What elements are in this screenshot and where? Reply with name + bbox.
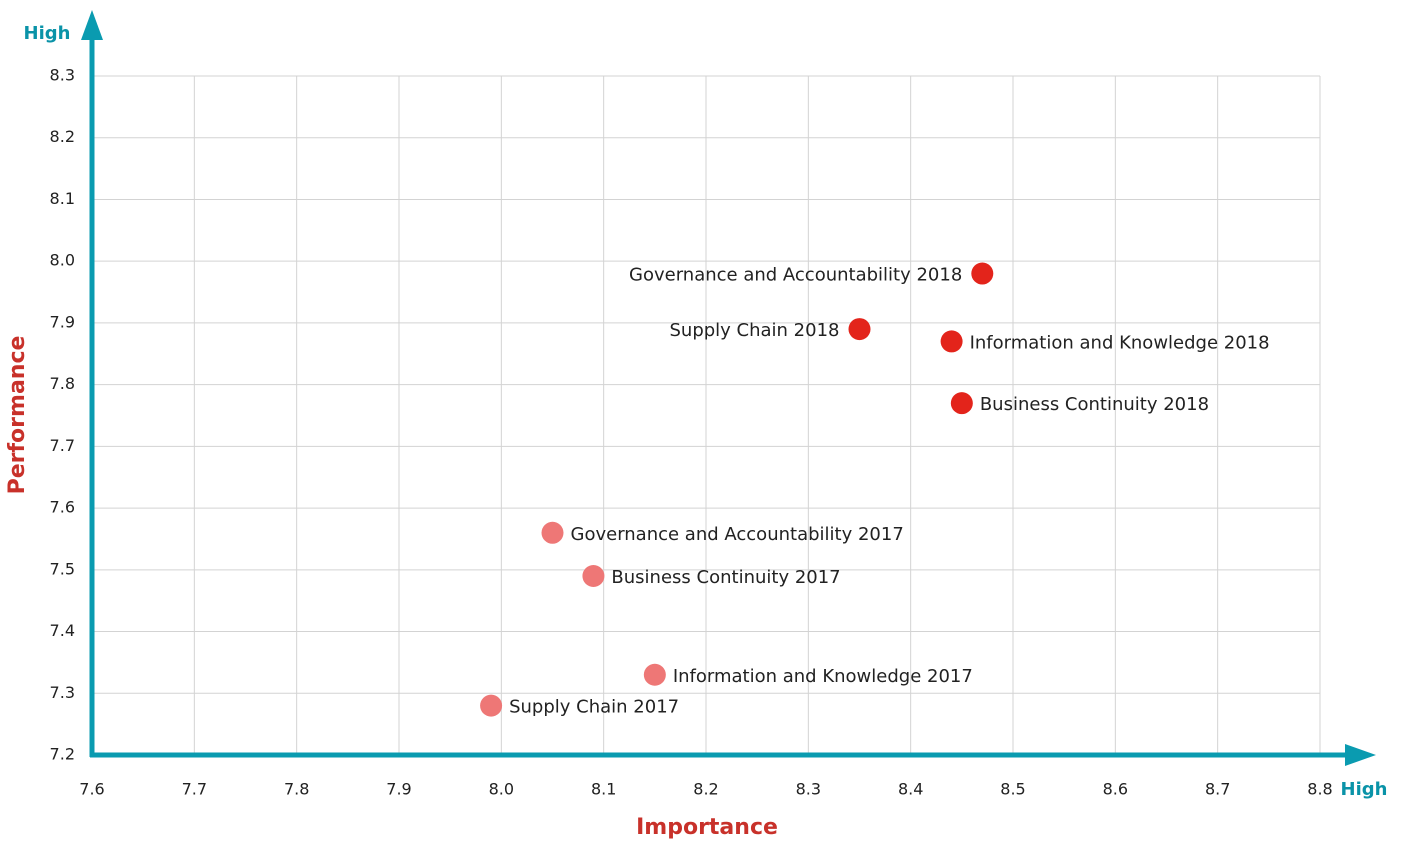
y-tick-label: 8.0	[50, 251, 75, 270]
x-tick-label: 8.6	[1103, 780, 1128, 799]
point-label: Supply Chain 2017	[509, 697, 679, 718]
y-tick-label: 8.3	[50, 66, 75, 85]
x-axis-title: Importance	[636, 815, 778, 840]
y-tick-label: 8.1	[50, 189, 75, 208]
point	[480, 694, 503, 717]
point	[971, 262, 994, 285]
point	[643, 663, 666, 686]
x-tick-label: 8.2	[693, 780, 718, 799]
y-tick-label: 8.2	[50, 127, 75, 146]
point-label: Information and Knowledge 2018	[970, 332, 1270, 353]
y-tick-label: 7.8	[50, 374, 75, 393]
x-tick-label: 7.7	[182, 780, 207, 799]
x-tick-label: 7.9	[386, 780, 411, 799]
point	[541, 521, 564, 544]
point-label: Supply Chain 2018	[669, 320, 839, 341]
x-tick-label: 7.6	[79, 780, 104, 799]
point	[940, 330, 963, 353]
y-tick-label: 7.3	[50, 683, 75, 702]
point	[582, 564, 605, 587]
y-tick-label: 7.4	[50, 621, 75, 640]
x-tick-label: 8.3	[796, 780, 821, 799]
point-label: Governance and Accountability 2018	[629, 265, 962, 286]
point-label: Governance and Accountability 2017	[571, 524, 904, 545]
point	[950, 392, 973, 415]
y-tick-label: 7.9	[50, 312, 75, 331]
x-tick-label: 8.1	[591, 780, 616, 799]
point-label: Business Continuity 2018	[980, 394, 1209, 415]
y-axis-arrow	[81, 10, 103, 40]
y-tick-label: 7.6	[50, 498, 75, 517]
point-label: Business Continuity 2017	[611, 567, 840, 588]
x-tick-label: 7.8	[284, 780, 309, 799]
y-tick-label: 7.7	[50, 436, 75, 455]
x-axis-arrow	[1345, 744, 1376, 766]
point-label: Information and Knowledge 2017	[673, 666, 973, 687]
y-tick-label: 7.5	[50, 559, 75, 578]
x-tick-label: 8.0	[489, 780, 514, 799]
x-high-label: High	[1341, 779, 1388, 800]
x-tick-label: 8.7	[1205, 780, 1230, 799]
y-tick-label: 7.2	[50, 745, 75, 764]
y-axis-title: Performance	[5, 336, 30, 495]
x-tick-label: 8.4	[898, 780, 923, 799]
y-high-label: High	[24, 23, 71, 44]
x-tick-label: 8.5	[1000, 780, 1025, 799]
x-tick-label: 8.8	[1307, 780, 1332, 799]
point	[848, 318, 871, 341]
